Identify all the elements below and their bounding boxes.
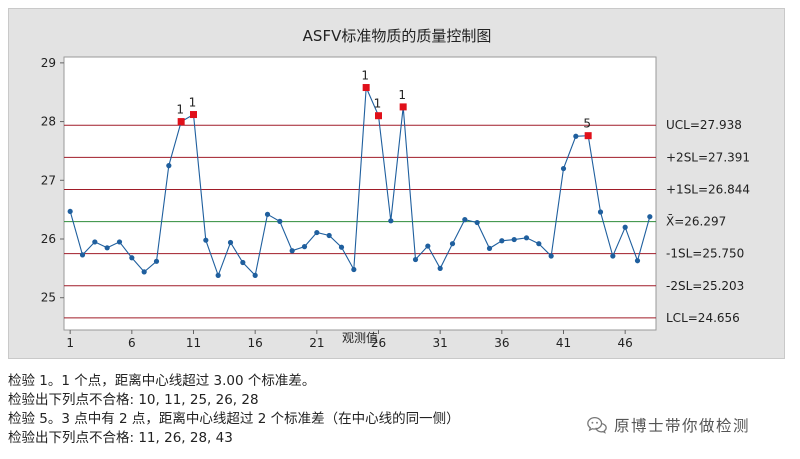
data-point xyxy=(289,248,295,254)
y-tick-label: 27 xyxy=(41,173,56,187)
test1-description: 检验 1。1 个点，距离中心线超过 3.00 个标准差。 xyxy=(8,373,316,389)
control-chart: ASFV标准物质的质量控制图 UCL=27.938 +2SL=27.391 +1SL… xyxy=(41,27,750,350)
test-notes: 检验 1。1 个点，距离中心线超过 3.00 个标准差。 检验出下列点不合格: … xyxy=(8,372,460,448)
failure-point xyxy=(399,103,407,111)
data-point xyxy=(153,258,160,264)
failure-point xyxy=(177,118,185,126)
data-point xyxy=(215,272,221,278)
x-tick-label: 31 xyxy=(433,336,448,350)
data-point xyxy=(560,165,567,172)
failure-test-label: 1 xyxy=(189,96,197,110)
y-tick-label: 25 xyxy=(41,291,56,305)
data-point xyxy=(597,209,604,215)
data-point xyxy=(141,269,147,275)
failure-point xyxy=(362,84,370,92)
data-point xyxy=(573,133,579,139)
failure-test-label: 1 xyxy=(361,69,369,83)
data-point xyxy=(79,252,86,258)
data-point xyxy=(437,265,443,271)
data-point xyxy=(104,245,110,251)
data-point xyxy=(338,244,345,250)
x-tick-label: 11 xyxy=(186,336,201,350)
wechat-bubble-icon xyxy=(587,417,607,434)
x-tick-label: 1 xyxy=(66,336,74,350)
failure-test-label: 1 xyxy=(398,88,406,102)
data-point xyxy=(351,266,357,273)
limit-label-lcl: LCL=24.656 xyxy=(666,311,740,325)
data-point xyxy=(499,238,505,244)
plot-area xyxy=(63,56,657,331)
series-line xyxy=(69,87,651,278)
x-tick-label: 46 xyxy=(618,336,633,350)
data-point xyxy=(425,243,431,249)
failure-point xyxy=(375,112,382,120)
data-point xyxy=(462,217,468,223)
data-point xyxy=(92,239,98,245)
data-point xyxy=(486,245,493,251)
failure-test-label: 1 xyxy=(176,103,184,117)
limit-label-1sl: +1SL=26.844 xyxy=(666,182,750,196)
x-tick-label: 6 xyxy=(128,336,136,350)
data-point xyxy=(227,239,234,246)
data-point xyxy=(326,232,332,239)
watermark-text: 原博士带你做检测 xyxy=(614,417,751,435)
data-point xyxy=(166,163,172,169)
data-point xyxy=(264,211,271,217)
data-point xyxy=(412,256,419,263)
x-tick-label: 26 xyxy=(371,336,386,350)
data-point xyxy=(449,241,456,247)
y-tick-label: 26 xyxy=(41,232,56,246)
x-tick-label: 16 xyxy=(248,336,263,350)
data-point xyxy=(634,258,641,264)
data-point xyxy=(67,208,73,215)
data-point xyxy=(129,255,135,261)
test1-failed-points: 检验出下列点不合格: 10, 11, 25, 26, 28 xyxy=(8,392,259,408)
x-tick-label: 36 xyxy=(494,336,509,350)
limit-label-2sl: -2SL=25.203 xyxy=(666,279,744,293)
failure-test-label: 5 xyxy=(583,117,591,131)
data-point xyxy=(301,244,308,250)
y-tick-label: 29 xyxy=(41,56,56,70)
data-point xyxy=(277,218,283,224)
data-point xyxy=(240,259,246,266)
data-point xyxy=(252,272,258,278)
data-point xyxy=(523,235,530,241)
data-point xyxy=(647,214,653,220)
limit-label-center: X̄=26.297 xyxy=(666,214,726,228)
x-tick-label: 21 xyxy=(309,336,324,350)
data-point xyxy=(622,224,628,230)
limit-label-2sl: +2SL=27.391 xyxy=(666,150,750,164)
data-point xyxy=(203,237,209,243)
failure-test-label: 1 xyxy=(374,97,382,111)
x-tick-label: 41 xyxy=(556,336,571,350)
data-point xyxy=(388,218,394,224)
test5-description: 检验 5。3 点中有 2 点，距离中心线超过 2 个标准差（在中心线的同一侧） xyxy=(8,411,460,427)
data-point xyxy=(474,219,480,226)
limit-label-ucl: UCL=27.938 xyxy=(666,118,742,132)
chart-panel: ASFV标准物质的质量控制图 UCL=27.938 +2SL=27.391 +1SL… xyxy=(8,8,785,359)
test5-failed-points: 检验出下列点不合格: 11, 26, 28, 43 xyxy=(8,430,233,446)
chart-title: ASFV标准物质的质量控制图 xyxy=(303,27,492,45)
data-point xyxy=(511,236,517,243)
limit-label-1sl: -1SL=25.750 xyxy=(666,247,744,261)
x-axis-title: 观测值 xyxy=(342,330,378,345)
failure-point xyxy=(584,132,592,140)
data-point xyxy=(314,229,320,236)
data-point xyxy=(548,253,554,259)
y-tick-label: 28 xyxy=(41,115,56,129)
data-point xyxy=(536,241,542,247)
watermark: 原博士带你做检测 xyxy=(586,414,750,436)
data-point xyxy=(610,253,616,259)
data-point xyxy=(116,239,123,245)
failure-point xyxy=(190,111,197,119)
